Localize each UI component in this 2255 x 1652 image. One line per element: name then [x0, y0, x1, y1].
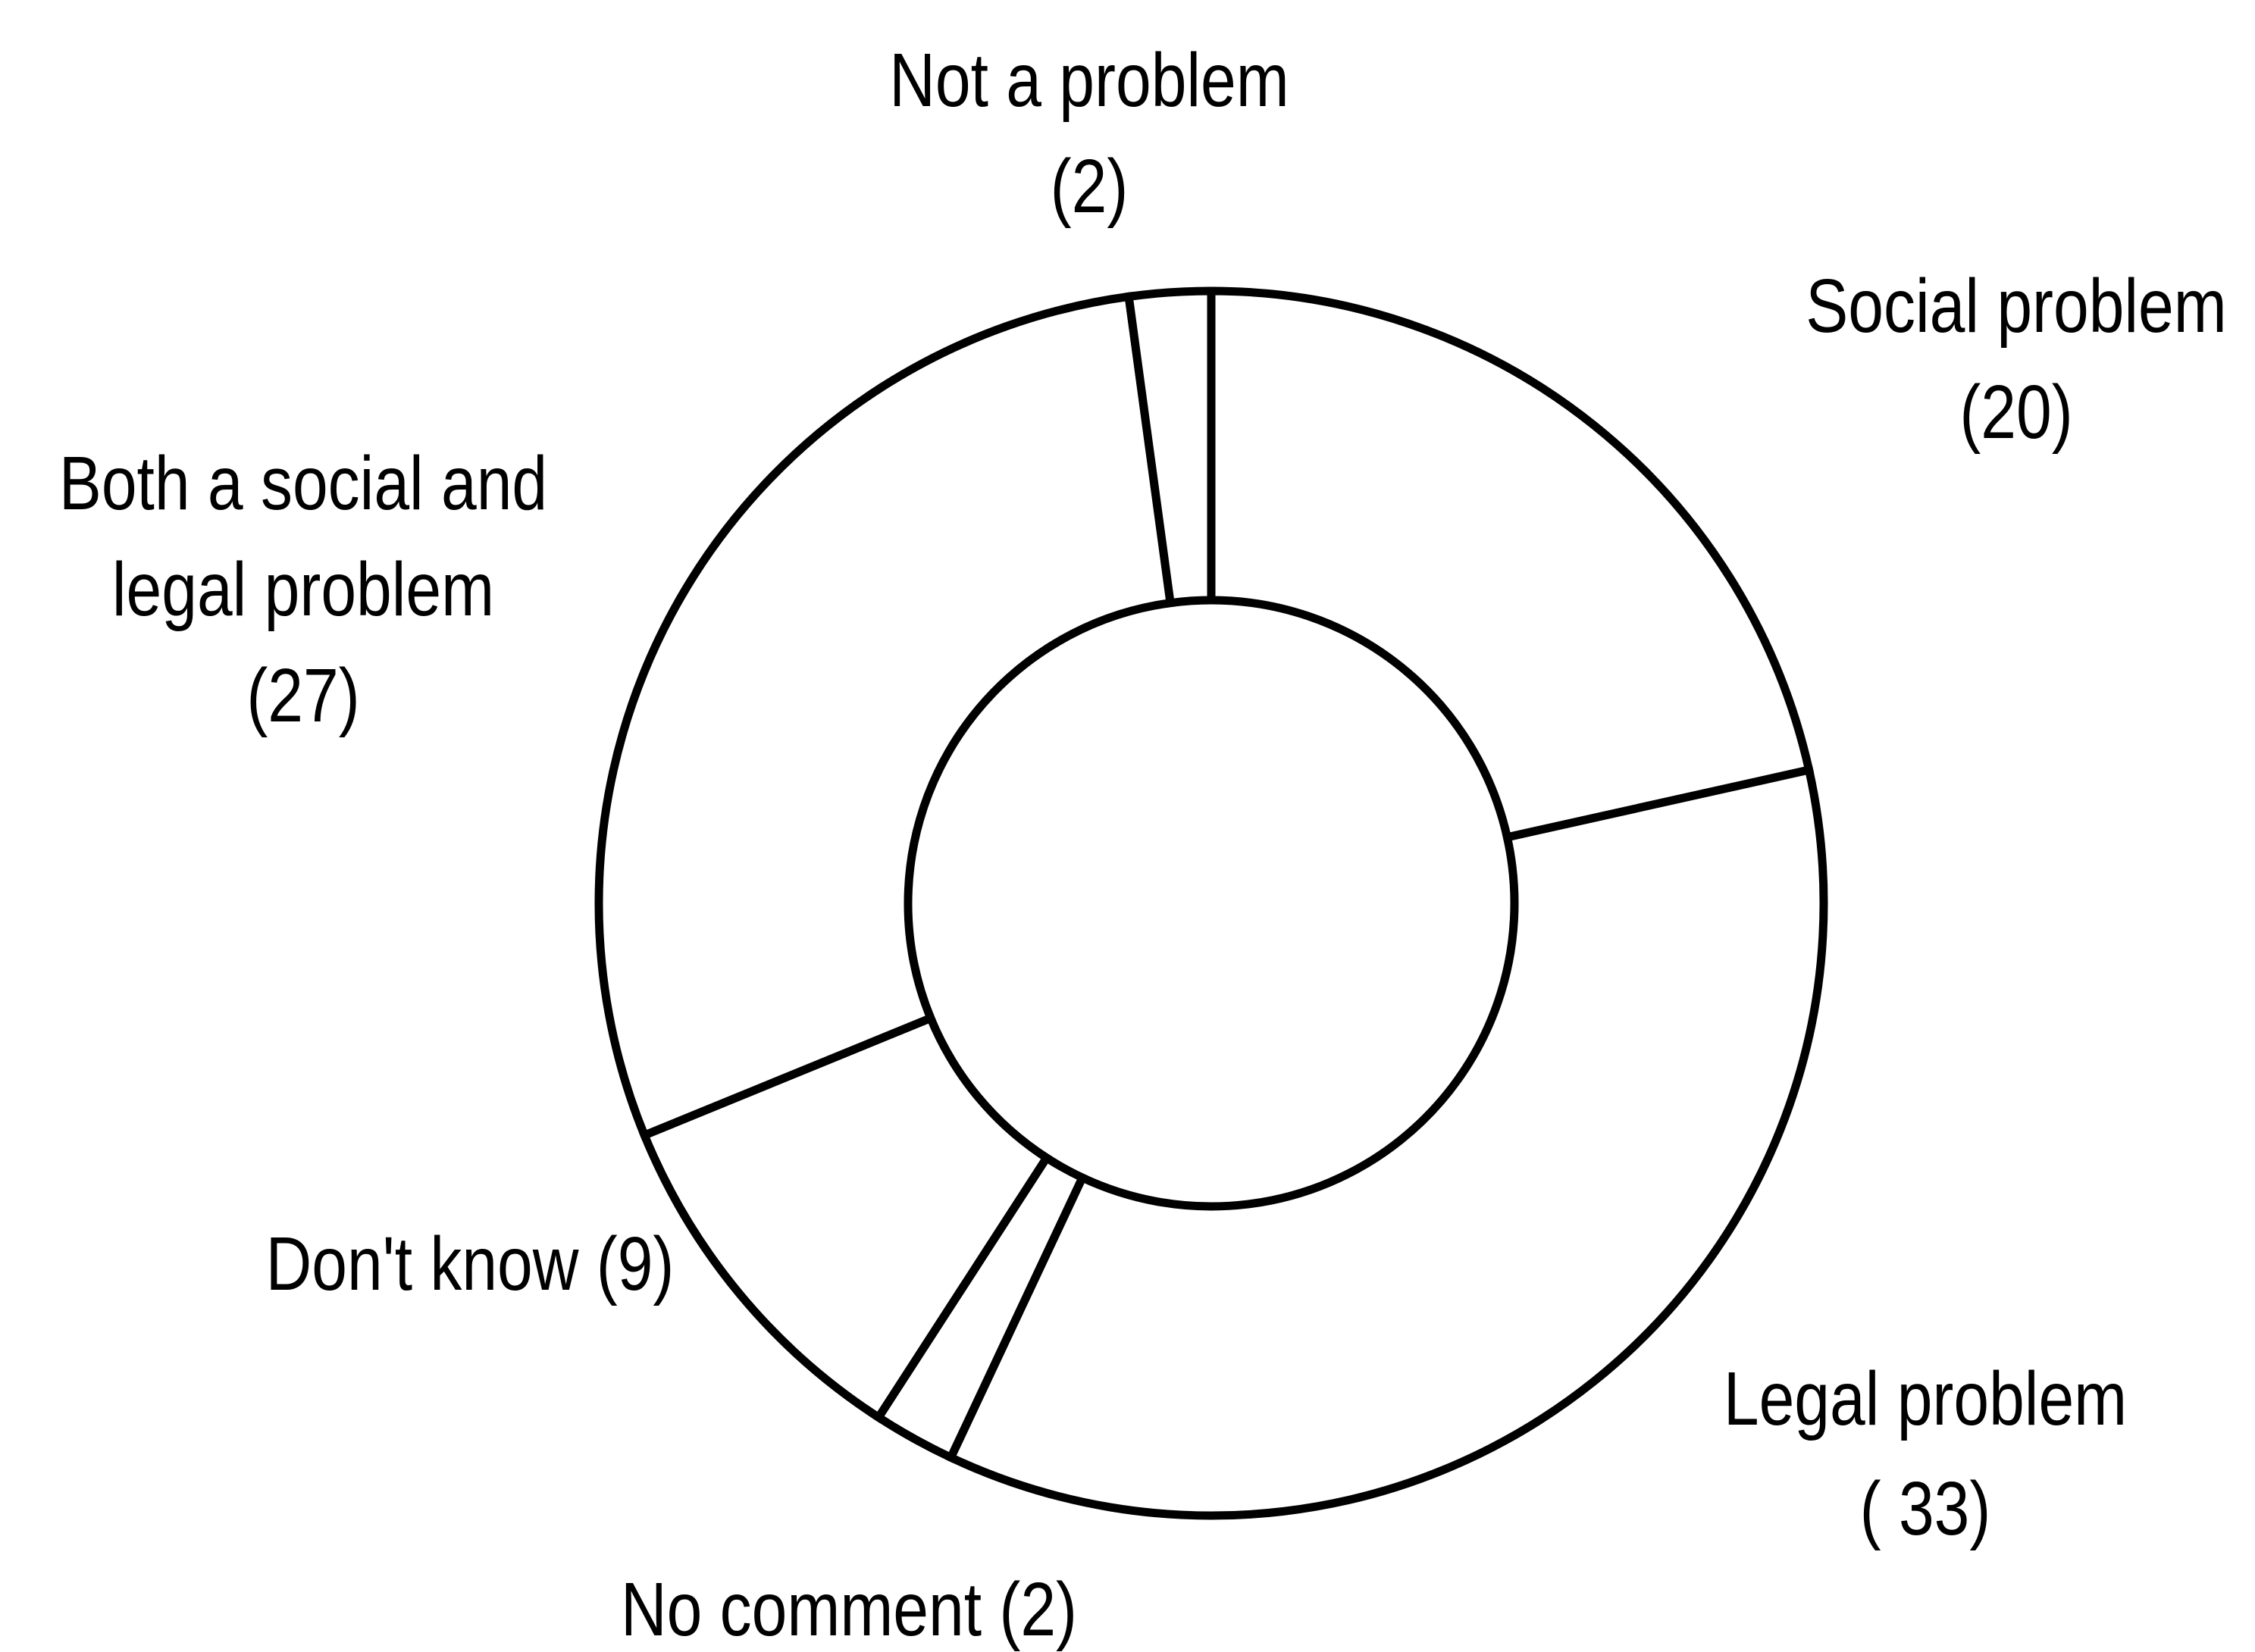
slice-label-line: No comment (2): [621, 1566, 1077, 1652]
slice-label-legal: Legal problem ( 33): [1724, 1356, 2127, 1551]
slice-label-line: ( 33): [1860, 1466, 1991, 1551]
slice-social: [1207, 286, 1815, 843]
slice-not-a-problem: [1123, 286, 1216, 608]
slice-both: [594, 292, 1176, 1141]
slice-label-line: (20): [1959, 369, 2072, 455]
slices-group: [594, 286, 1828, 1520]
slice-label-line: legal problem: [112, 546, 494, 632]
slice-label-line: (2): [1051, 143, 1129, 229]
slice-label-both: Both a social and legal problem (27): [59, 440, 547, 738]
slice-label-no-comment: No comment (2): [621, 1566, 1077, 1652]
labels-group: Social problem (20) Legal problem ( 33) No c…: [59, 37, 2227, 1652]
slice-label-social: Social problem (20): [1806, 263, 2226, 455]
slice-label-line: Social problem: [1806, 263, 2226, 349]
slice-label-line: Both a social and: [59, 440, 547, 526]
slice-label-line: Legal problem: [1724, 1356, 2127, 1441]
slice-legal: [945, 765, 1828, 1520]
slice-label-line: (27): [246, 652, 359, 738]
slice-label-line: Not a problem: [889, 37, 1289, 123]
slice-label-line: Don't know (9): [266, 1221, 675, 1306]
slice-label-not-a-problem: Not a problem (2): [889, 37, 1289, 229]
slice-label-dont-know: Don't know (9): [266, 1221, 675, 1306]
slice-dont-know: [639, 1012, 1053, 1423]
